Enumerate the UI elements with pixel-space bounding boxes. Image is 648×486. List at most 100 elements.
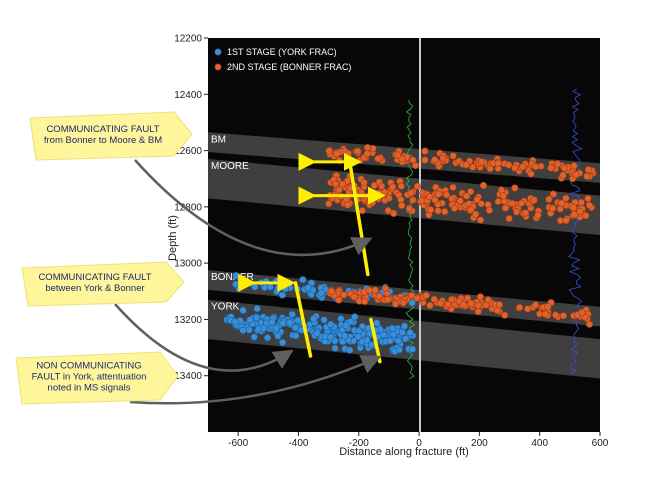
- callout-text: from Bonner to Moore & BM: [44, 135, 162, 146]
- point-2nd-stage: [417, 197, 425, 205]
- point-2nd-stage: [585, 201, 593, 209]
- point-2nd-stage: [426, 301, 434, 310]
- point-1st-stage: [231, 318, 239, 326]
- point-2nd-stage: [501, 204, 510, 212]
- point-2nd-stage: [363, 150, 371, 158]
- callout-arrow: [129, 354, 382, 405]
- point-2nd-stage: [439, 154, 447, 162]
- fault-markers: [238, 152, 386, 364]
- point-2nd-stage: [559, 171, 567, 179]
- point-1st-stage: [288, 310, 296, 319]
- point-2nd-stage: [527, 170, 535, 178]
- x-tick-label: 0: [416, 438, 422, 449]
- point-2nd-stage: [511, 184, 519, 192]
- point-1st-stage: [395, 346, 403, 354]
- point-2nd-stage: [343, 177, 352, 185]
- point-1st-stage: [373, 319, 381, 327]
- point-2nd-stage: [545, 195, 553, 203]
- point-1st-stage: [250, 333, 258, 341]
- point-1st-stage: [389, 330, 397, 338]
- x-axis-label: Distance along fracture (ft): [339, 446, 469, 458]
- y-tick-label: 13200: [174, 315, 202, 326]
- point-2nd-stage: [378, 182, 386, 190]
- point-2nd-stage: [448, 295, 456, 304]
- point-1st-stage: [299, 276, 307, 284]
- y-tick-label: 12400: [174, 90, 202, 101]
- point-2nd-stage: [495, 301, 504, 309]
- y-axis-ticks: 12200 12400 12600 12800 13000 13200 13400: [174, 34, 208, 382]
- point-2nd-stage: [331, 180, 340, 188]
- callout-text: between York & Bonner: [45, 283, 144, 294]
- resistivity-log-trace: [567, 88, 583, 375]
- point-2nd-stage: [374, 155, 382, 163]
- point-2nd-stage: [405, 204, 413, 212]
- point-2nd-stage: [569, 204, 578, 212]
- point-2nd-stage: [472, 210, 480, 218]
- point-1st-stage: [394, 337, 402, 345]
- point-2nd-stage: [547, 164, 555, 172]
- point-2nd-stage: [479, 181, 488, 190]
- point-2nd-stage: [327, 287, 336, 295]
- callout-text: COMMUNICATING FAULT: [46, 124, 159, 135]
- point-1st-stage: [388, 324, 397, 333]
- point-1st-stage: [331, 344, 339, 352]
- legend: 1ST STAGE (YORK FRAC) 2ND STAGE (BONNER …: [214, 47, 351, 72]
- legend-marker-2nd-stage: [214, 63, 222, 71]
- point-2nd-stage: [570, 210, 578, 218]
- point-2nd-stage: [494, 159, 502, 167]
- point-2nd-stage: [449, 183, 457, 191]
- point-2nd-stage: [478, 158, 486, 166]
- point-1st-stage: [406, 329, 414, 337]
- point-1st-stage: [304, 284, 312, 292]
- point-2nd-stage: [409, 196, 417, 204]
- point-2nd-stage: [413, 294, 421, 302]
- point-2nd-stage: [397, 182, 405, 190]
- point-2nd-stage: [384, 296, 392, 304]
- point-1st-stage: [354, 333, 362, 341]
- point-1st-stage: [286, 319, 294, 327]
- callout-text: NON COMMUNICATING: [36, 361, 141, 372]
- point-2nd-stage: [508, 199, 516, 208]
- point-2nd-stage: [515, 303, 524, 312]
- callout-text: COMMUNICATING FAULT: [38, 272, 151, 283]
- point-2nd-stage: [584, 166, 592, 174]
- point-1st-stage: [291, 324, 299, 332]
- point-1st-stage: [342, 321, 350, 330]
- point-2nd-stage: [441, 208, 449, 216]
- point-1st-stage: [253, 314, 261, 322]
- point-2nd-stage: [340, 291, 348, 299]
- x-tick-label: 600: [592, 438, 609, 449]
- point-2nd-stage: [549, 190, 558, 198]
- point-2nd-stage: [434, 190, 443, 198]
- point-2nd-stage: [558, 199, 566, 207]
- point-2nd-stage: [449, 152, 457, 160]
- point-2nd-stage: [360, 179, 368, 187]
- formation-band-moore: [208, 159, 600, 235]
- point-1st-stage: [274, 284, 282, 292]
- point-2nd-stage: [394, 151, 402, 159]
- point-1st-stage: [253, 305, 261, 313]
- y-tick-label: 13000: [174, 259, 202, 270]
- point-2nd-stage: [421, 147, 429, 155]
- point-2nd-stage: [431, 156, 439, 164]
- point-1st-stage: [239, 326, 247, 334]
- point-1st-stage: [272, 324, 280, 332]
- point-2nd-stage: [494, 197, 502, 206]
- point-1st-stage: [320, 316, 328, 324]
- point-1st-stage: [292, 332, 300, 340]
- point-2nd-stage: [427, 206, 435, 214]
- point-2nd-stage: [467, 206, 475, 214]
- point-2nd-stage: [444, 301, 452, 309]
- point-1st-stage: [239, 306, 247, 314]
- point-2nd-stage: [505, 161, 513, 169]
- point-1st-stage: [402, 335, 410, 343]
- callout-text: noted in MS signals: [48, 383, 131, 394]
- point-1st-stage: [341, 332, 349, 340]
- callout-arrow: [114, 303, 294, 372]
- point-1st-stage: [274, 332, 282, 340]
- point-2nd-stage: [364, 144, 372, 152]
- point-1st-stage: [379, 331, 387, 339]
- point-2nd-stage: [531, 163, 540, 171]
- point-2nd-stage: [469, 163, 477, 171]
